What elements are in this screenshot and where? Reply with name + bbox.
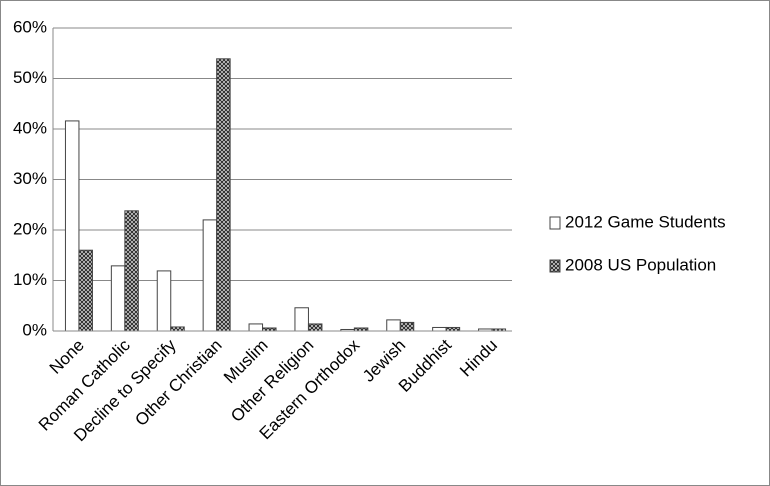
bar [399,321,415,332]
legend-label: 2008 US Population [565,255,716,274]
y-tick-label: 20% [13,219,47,238]
y-tick-label: 50% [13,68,47,87]
y-tick-label: 10% [13,270,47,289]
y-tick-label: 60% [13,17,47,36]
legend-swatch [549,259,561,273]
legend-swatch [549,216,561,230]
bar [445,326,461,332]
bar [202,219,218,332]
bar [386,319,401,332]
bar [170,326,185,332]
y-tick-label: 40% [13,118,47,137]
bar [156,270,172,332]
bar [248,323,264,332]
y-tick-label: 30% [13,169,47,188]
bar [307,323,323,332]
bar [64,120,80,332]
bar [78,249,93,332]
y-tick-label: 0% [22,320,47,339]
legend-label: 2012 Game Students [565,212,726,231]
bar [216,58,231,332]
bar [110,265,126,332]
bar [294,307,309,332]
bar [432,326,447,332]
bar [124,210,139,332]
